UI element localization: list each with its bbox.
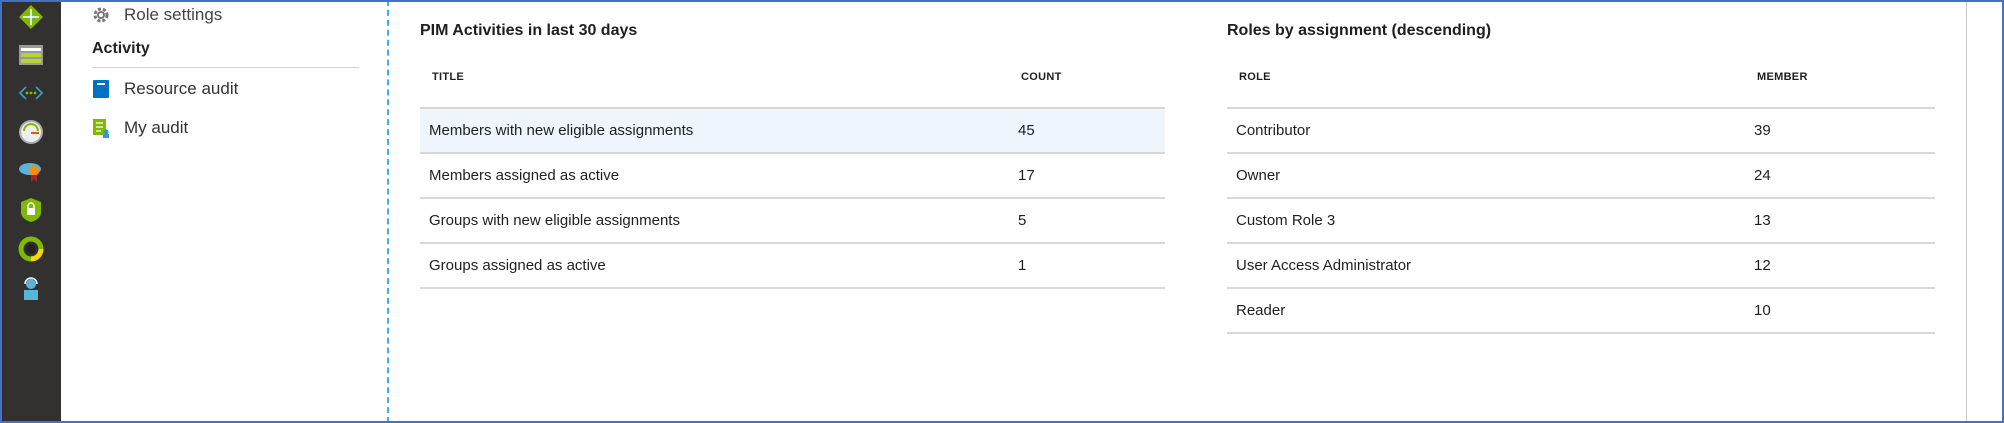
cell-member: 10: [1745, 288, 1935, 334]
cell-count: 17: [1009, 153, 1165, 199]
column-header-role[interactable]: ROLE: [1227, 47, 1745, 109]
cell-count: 1: [1009, 243, 1165, 289]
roles-table: ROLE MEMBER Contributor 39 Owner 24 Custom…: [1227, 47, 1935, 334]
icon-bar: [0, 0, 61, 423]
scrollbar-track[interactable]: [1966, 0, 1967, 423]
cell-role: Custom Role 3: [1227, 198, 1745, 244]
table-row[interactable]: Custom Role 3 13: [1227, 198, 1935, 244]
table-row[interactable]: Groups with new eligible assignments 5: [420, 198, 1165, 244]
shield-lock-icon[interactable]: [18, 197, 44, 223]
table-row[interactable]: Members with new eligible assignments 45: [420, 108, 1165, 154]
activities-title: PIM Activities in last 30 days: [420, 22, 638, 39]
cell-count: 45: [1009, 108, 1165, 154]
gauge-icon[interactable]: [18, 119, 44, 145]
virtual-network-icon[interactable]: [18, 80, 44, 106]
cell-title: Members assigned as active: [420, 153, 1009, 199]
network-diamond-icon[interactable]: [18, 4, 44, 30]
column-header-title[interactable]: TITLE: [420, 47, 1009, 109]
table-row[interactable]: Owner 24: [1227, 153, 1935, 199]
support-user-icon[interactable]: [18, 275, 44, 301]
cell-member: 13: [1745, 198, 1935, 244]
table-header: ROLE MEMBER: [1227, 47, 1935, 109]
table-header: TITLE COUNT: [420, 47, 1165, 109]
table-row[interactable]: Members assigned as active 17: [420, 153, 1165, 199]
table-row[interactable]: Groups assigned as active 1: [420, 243, 1165, 289]
column-header-count[interactable]: COUNT: [1009, 47, 1165, 109]
table-row[interactable]: Contributor 39: [1227, 108, 1935, 154]
nav-item-label: Resource audit: [124, 79, 239, 98]
cell-role: User Access Administrator: [1227, 243, 1745, 289]
nav-item-my-audit[interactable]: My audit: [92, 118, 188, 138]
cell-member: 39: [1745, 108, 1935, 154]
gear-icon: [93, 7, 109, 23]
cell-member: 12: [1745, 243, 1935, 289]
roles-title: Roles by assignment (descending): [1227, 22, 1492, 39]
cell-title: Groups assigned as active: [420, 243, 1009, 289]
book-icon: [93, 80, 109, 98]
cell-title: Groups with new eligible assignments: [420, 198, 1009, 244]
column-header-member[interactable]: MEMBER: [1745, 47, 1935, 109]
table-row[interactable]: User Access Administrator 12: [1227, 243, 1935, 289]
nav-item-resource-audit[interactable]: Resource audit: [92, 79, 238, 99]
nav-item-label: Role settings: [124, 5, 223, 24]
storage-icon[interactable]: [18, 42, 44, 68]
activities-table: TITLE COUNT Members with new eligible as…: [420, 47, 1165, 289]
side-nav: Role settings Activity Resource audit My…: [61, 0, 389, 423]
cell-role: Reader: [1227, 288, 1745, 334]
table-row[interactable]: Reader 10: [1227, 288, 1935, 334]
cell-member: 24: [1745, 153, 1935, 199]
cost-donut-icon[interactable]: [18, 236, 44, 262]
cell-title: Members with new eligible assignments: [420, 108, 1009, 154]
nav-divider: [92, 67, 359, 68]
cell-role: Owner: [1227, 153, 1745, 199]
cell-role: Contributor: [1227, 108, 1745, 154]
nav-item-role-settings[interactable]: Role settings: [92, 5, 222, 25]
cell-count: 5: [1009, 198, 1165, 244]
nav-section-activity: Activity: [92, 40, 150, 57]
nav-item-label: My audit: [124, 118, 189, 137]
cloud-certificate-icon[interactable]: [18, 158, 44, 184]
audit-list-icon: [93, 119, 109, 138]
